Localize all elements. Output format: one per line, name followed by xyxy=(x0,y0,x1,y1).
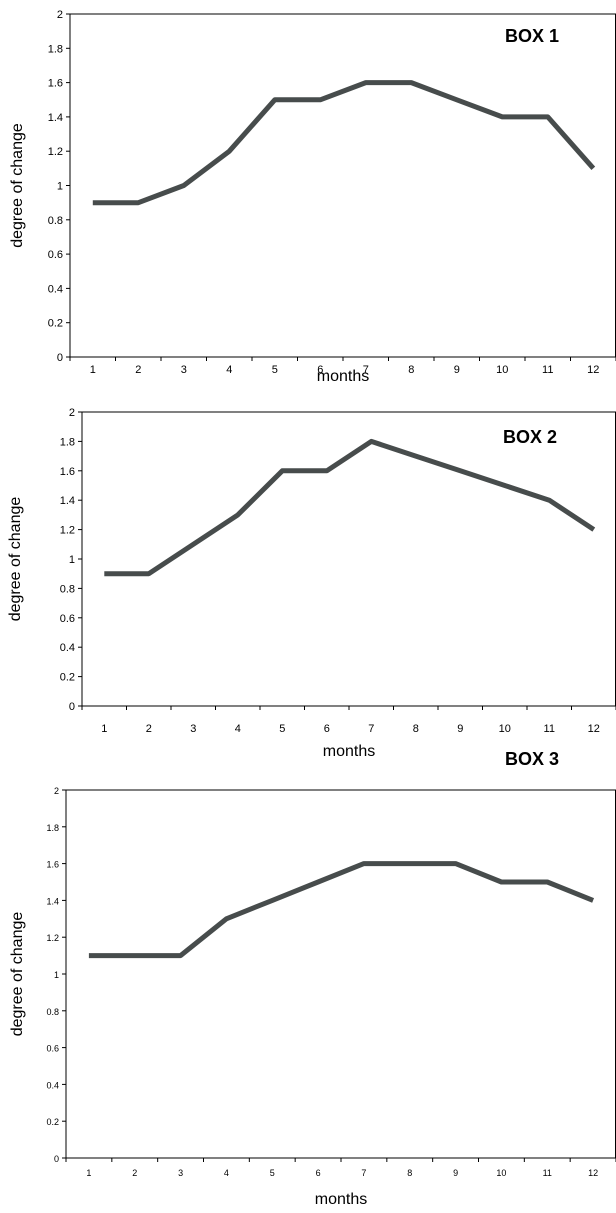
chart3-x-tick-label: 6 xyxy=(316,1168,321,1178)
chart3-y-tick-label: 0.4 xyxy=(46,1080,59,1090)
chart2-x-tick-label: 4 xyxy=(235,723,241,735)
chart2-series-line xyxy=(104,438,596,577)
chart1-x-tick-label: 1 xyxy=(90,364,96,376)
chart3-x-tick-label: 9 xyxy=(453,1168,458,1178)
chart1-x-tick-label: 5 xyxy=(272,364,278,376)
chart1-x-tick-label: 3 xyxy=(181,364,187,376)
chart1-series-line xyxy=(92,80,596,206)
chart3-y-tick-label: 1.4 xyxy=(46,896,59,906)
chart1-y-tick-label: 1.4 xyxy=(48,112,63,124)
chart2-y-tick-label: 1.6 xyxy=(60,466,75,478)
chart2-x-tick-label: 1 xyxy=(101,723,107,735)
chart2-y-tick-label: 0 xyxy=(69,701,75,713)
chart1-x-tick-label: 9 xyxy=(454,364,460,376)
chart1-y-tick-label: 1.6 xyxy=(48,78,63,90)
chart2-x-tick-label: 9 xyxy=(457,723,463,735)
chart1-y-tick-label: 0.6 xyxy=(48,249,63,261)
chart3-y-tick-label: 0.2 xyxy=(46,1117,59,1127)
chart3-x-tick-label: 7 xyxy=(361,1168,366,1178)
chart1-y-tick-label: 0 xyxy=(57,352,63,364)
chart3-y-tick-label: 1.6 xyxy=(46,860,59,870)
chart1-y-tick-label: 0.2 xyxy=(48,318,63,330)
chart3-x-tick-label: 3 xyxy=(178,1168,183,1178)
chart2-y-tick-label: 0.2 xyxy=(60,672,75,684)
chart2-x-tick-label: 10 xyxy=(499,723,511,735)
chart2-x-axis-label: months xyxy=(323,743,375,760)
chart1-y-tick-label: 2 xyxy=(57,9,63,21)
chart3-x-tick-label: 12 xyxy=(588,1168,598,1178)
chart3-x-tick-label: 10 xyxy=(496,1168,506,1178)
chart2-y-tick-label: 1.8 xyxy=(60,436,75,448)
chart3-x-tick-label: 4 xyxy=(224,1168,229,1178)
chart1-y-tick-label: 1.8 xyxy=(48,43,63,55)
chart3-x-axis-label: months xyxy=(315,1191,367,1208)
chart3-x-tick-label: 8 xyxy=(407,1168,412,1178)
chart2-y-tick-label: 2 xyxy=(69,407,75,419)
chart3-y-tick-label: 1.2 xyxy=(46,933,59,943)
chart3-x-tick-label: 2 xyxy=(132,1168,137,1178)
chart3-y-tick-label: 1 xyxy=(54,970,59,980)
chart1-x-tick-label: 12 xyxy=(587,364,599,376)
chart2-y-tick-label: 1 xyxy=(69,554,75,566)
chart2-y-tick-label: 0.6 xyxy=(60,613,75,625)
chart3-x-tick-label: 1 xyxy=(86,1168,91,1178)
chart1-y-tick-label: 1 xyxy=(57,181,63,193)
chart1-x-tick-label: 2 xyxy=(135,364,141,376)
chart1-y-axis-label: degree of change xyxy=(9,123,26,248)
chart2-x-tick-label: 12 xyxy=(588,723,600,735)
chart2-x-tick-label: 2 xyxy=(146,723,152,735)
chart3-y-tick-label: 0 xyxy=(54,1154,59,1164)
chart2-x-tick-label: 7 xyxy=(368,723,374,735)
chart1-x-axis-label: months xyxy=(317,368,369,385)
chart3-series-line xyxy=(88,861,595,959)
chart2-y-tick-label: 0.4 xyxy=(60,642,75,654)
chart1-title: BOX 1 xyxy=(505,26,559,46)
chart3-x-tick-label: 11 xyxy=(543,1168,552,1178)
chart1-y-tick-label: 0.4 xyxy=(48,283,63,295)
chart2-y-axis-label: degree of change xyxy=(7,497,24,622)
chart1-x-tick-label: 11 xyxy=(542,364,553,376)
chart3-x-tick-label: 5 xyxy=(270,1168,275,1178)
chart1-x-tick-label: 7 xyxy=(363,364,369,376)
chart1-x-tick-label: 6 xyxy=(317,364,323,376)
chart1-x-tick-label: 8 xyxy=(408,364,414,376)
chart3-y-tick-label: 2 xyxy=(54,786,59,796)
chart1-y-tick-label: 0.8 xyxy=(48,215,63,227)
chart3-y-tick-label: 1.8 xyxy=(46,823,59,833)
chart2-x-tick-label: 8 xyxy=(413,723,419,735)
chart2-x-tick-label: 5 xyxy=(279,723,285,735)
chart3-y-axis-label: degree of change xyxy=(9,912,26,1037)
chart2-x-tick-label: 11 xyxy=(544,723,555,735)
chart2-title: BOX 2 xyxy=(503,427,557,447)
chart1-x-tick-label: 10 xyxy=(496,364,508,376)
chart1-x-tick-label: 4 xyxy=(226,364,232,376)
chart2-y-tick-label: 1.4 xyxy=(60,495,75,507)
chart3-title: BOX 3 xyxy=(505,749,559,769)
chart2-y-tick-label: 0.8 xyxy=(60,583,75,595)
chart3-y-tick-label: 0.8 xyxy=(46,1007,59,1017)
chart2-y-tick-label: 1.2 xyxy=(60,525,75,537)
chart3-y-tick-label: 0.6 xyxy=(46,1044,59,1054)
chart1-y-tick-label: 1.2 xyxy=(48,146,63,158)
chart2-x-tick-label: 6 xyxy=(324,723,330,735)
chart2-x-tick-label: 3 xyxy=(190,723,196,735)
